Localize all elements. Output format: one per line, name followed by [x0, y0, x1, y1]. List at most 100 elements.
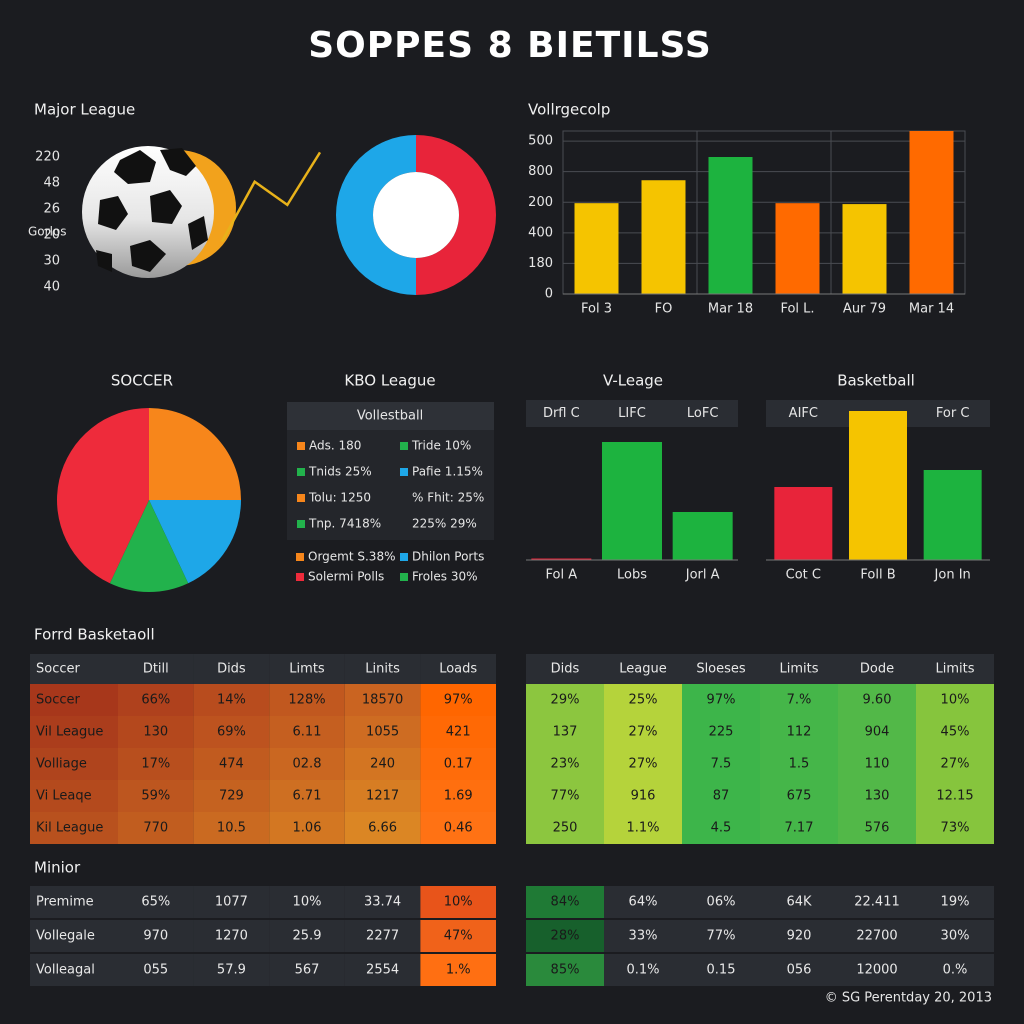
- cell-text: 7.5: [711, 757, 732, 772]
- bar: [708, 156, 753, 294]
- column-header: Dids: [217, 662, 246, 677]
- legend-swatch: [296, 553, 304, 561]
- cell-text: 64K: [786, 895, 812, 910]
- table-cell: [269, 748, 345, 780]
- table-cell: [193, 780, 270, 812]
- cell-text: 6.71: [293, 789, 322, 804]
- slice: [416, 135, 496, 295]
- table-cell: [916, 954, 994, 986]
- table-cell: [838, 886, 916, 918]
- cell-text: 10%: [444, 895, 473, 910]
- cell-text: 47%: [444, 929, 473, 944]
- cell-text: 23%: [551, 757, 580, 772]
- cell-text: 576: [865, 821, 890, 836]
- table-cell: [916, 780, 994, 812]
- cell-text: 65%: [141, 895, 170, 910]
- table-cell: [526, 812, 604, 844]
- table-cell: [118, 716, 194, 748]
- ball-patch: [98, 196, 128, 230]
- table-cell: [30, 886, 118, 918]
- table-cell: [838, 812, 916, 844]
- y-tick-label: 0: [545, 287, 553, 302]
- column-header: Sloeses: [696, 662, 746, 677]
- table-cell: [526, 716, 604, 748]
- cell-text: 17%: [141, 757, 170, 772]
- table-cell: [760, 886, 838, 918]
- table-cell: [604, 684, 682, 716]
- table-cell: [30, 716, 118, 748]
- legend-label: Orgemt S.38%: [308, 550, 395, 564]
- column-header: Dids: [551, 662, 580, 677]
- header-label: LoFC: [687, 406, 719, 421]
- table-cell: [118, 748, 194, 780]
- table-cell: [118, 812, 194, 844]
- table-cell: [604, 812, 682, 844]
- x-tick-label: Jorl A: [685, 568, 720, 583]
- ball-patch: [150, 190, 182, 224]
- cell-text: 25%: [629, 693, 658, 708]
- header-label: AIFC: [789, 406, 818, 421]
- cell-text: 675: [787, 789, 812, 804]
- cell-text: Kil League: [36, 821, 103, 836]
- x-tick-label: Fol L.: [780, 302, 814, 317]
- header-cell: [916, 654, 994, 684]
- bar: [909, 131, 954, 294]
- x-tick-label: Cot C: [786, 568, 821, 583]
- cell-text: 110: [865, 757, 890, 772]
- table-cell: [193, 812, 270, 844]
- cell-text: 12000: [856, 963, 897, 978]
- cell-text: 970: [143, 929, 168, 944]
- table-cell: [269, 684, 345, 716]
- table-cell: [30, 954, 118, 986]
- table-cell: [526, 684, 604, 716]
- slice: [109, 500, 189, 592]
- table-cell: [916, 886, 994, 918]
- table-cell: [118, 886, 194, 918]
- section-title: Forrd Basketaoll: [34, 626, 155, 644]
- legend-swatch: [296, 573, 304, 581]
- table-cell: [838, 780, 916, 812]
- table-cell: [760, 954, 838, 986]
- table-cell: [838, 716, 916, 748]
- cell-text: 02.8: [293, 757, 322, 772]
- header-label: LIFC: [618, 406, 646, 421]
- header-cell: [838, 654, 916, 684]
- panel-cell: Tolu: 1250: [308, 491, 371, 505]
- footer: © SG Perentday 20, 2013: [825, 991, 992, 1006]
- donut-hole: [373, 172, 459, 258]
- table-cell: [916, 920, 994, 952]
- cell-text: 1270: [215, 929, 248, 944]
- table-cell: [344, 954, 421, 986]
- x-tick-label: Mar 14: [909, 302, 954, 317]
- cell-text: 33.74: [364, 895, 401, 910]
- cell-text: Volleagal: [36, 963, 95, 978]
- table-cell: [344, 780, 421, 812]
- table-cell: [420, 780, 496, 812]
- header-cell: [682, 654, 760, 684]
- cell-text: 66%: [141, 693, 170, 708]
- cell-text: 18570: [362, 693, 403, 708]
- table-cell: [30, 684, 118, 716]
- table-cell: [838, 684, 916, 716]
- table-cell: [604, 920, 682, 952]
- table-cell: [118, 920, 194, 952]
- column-header: Limts: [289, 662, 325, 677]
- chart-title: V-Leage: [603, 372, 663, 390]
- table-cell: [269, 886, 345, 918]
- table-cell: [682, 780, 760, 812]
- header-cell: [30, 654, 118, 684]
- cell-text: 06%: [707, 895, 736, 910]
- cell-text: 1.69: [444, 789, 473, 804]
- cell-text: 112: [787, 725, 812, 740]
- legend-label: Solermi Polls: [308, 570, 384, 584]
- table-cell: [526, 920, 604, 952]
- cell-text: 0.46: [444, 821, 473, 836]
- cell-text: 0.17: [444, 757, 473, 772]
- cell-text: 567: [295, 963, 320, 978]
- cell-text: 1.%: [446, 963, 471, 978]
- cell-text: 25.9: [293, 929, 322, 944]
- cell-text: 1055: [366, 725, 399, 740]
- table-cell: [526, 954, 604, 986]
- cell-text: 130: [143, 725, 168, 740]
- cell-text: 1.1%: [626, 821, 659, 836]
